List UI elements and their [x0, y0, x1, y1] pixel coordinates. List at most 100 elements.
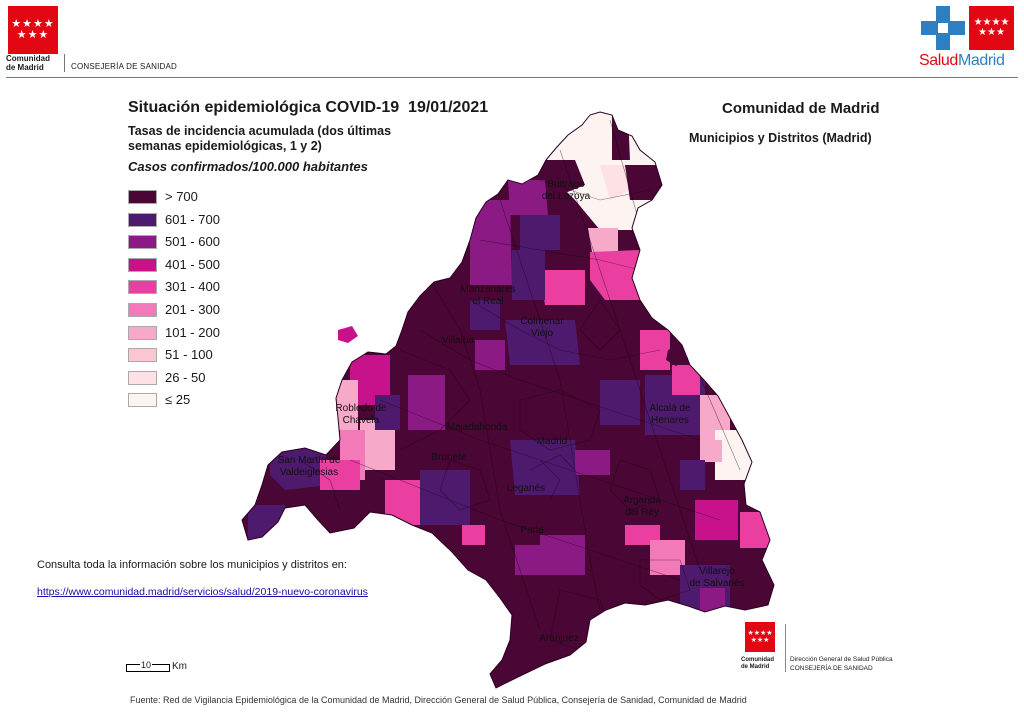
place-label: Manzanares el Real [460, 284, 515, 307]
region-robledo-pink [360, 420, 395, 470]
header-rule [6, 77, 1018, 78]
legend-swatch [128, 280, 157, 295]
region-sw-pink [385, 480, 425, 525]
region-purple-n [508, 180, 548, 215]
legend-swatch [128, 235, 157, 250]
region-smv [270, 448, 330, 490]
municipal-border [479, 239, 641, 271]
madrid-flag-icon: ★★★★ ★★★ [969, 6, 1014, 50]
footer-divider [785, 624, 786, 672]
municipal-border [299, 459, 341, 511]
region-parla-pink [462, 525, 485, 545]
region-title: Comunidad de Madrid [722, 100, 880, 117]
legend-label: 401 - 500 [165, 256, 220, 272]
region-west-light [335, 380, 358, 430]
scale-value: 10 [140, 660, 153, 670]
municipal-border [469, 299, 661, 361]
legend-item: 401 - 500 [128, 257, 220, 280]
municipal-border [519, 389, 601, 451]
legend-label: 101 - 200 [165, 324, 220, 340]
legend-swatch [128, 212, 157, 227]
place-label: Buitrago del Lozoya [542, 179, 591, 202]
place-label: Alcalá de Henares [649, 403, 691, 426]
place-label: Majadahonda [447, 422, 508, 433]
region-robledo-v [375, 395, 400, 430]
legend-label: > 700 [165, 189, 198, 204]
footer-logo: ★★★★ ★★★ [745, 622, 775, 652]
footer-directorate: Dirección General de Salud Pública CONSE… [790, 655, 893, 673]
municipal-border [419, 329, 701, 441]
legend-item: ≤ 25 [128, 392, 220, 415]
region-east-violet [680, 460, 705, 490]
municipal-border [639, 559, 691, 601]
place-label: Aranjuez [539, 633, 578, 644]
region-smv-pink [320, 460, 360, 490]
info-link[interactable]: https://www.comunidad.madrid/servicios/s… [37, 586, 368, 598]
legend-label: 301 - 400 [165, 279, 220, 295]
municipal-border [399, 349, 471, 451]
region-ne-dark [625, 165, 662, 200]
map-units: Casos confirmados/100.000 habitantes [128, 159, 368, 174]
municipal-border [429, 279, 541, 631]
legend-swatch [128, 393, 157, 408]
legend-swatch [128, 370, 157, 385]
map-subtitle: Tasas de incidencia acumulada (dos últim… [128, 124, 392, 153]
place-label: Robledo de Chavela [335, 403, 387, 426]
municipal-border [349, 459, 681, 581]
enclave-west [338, 326, 358, 343]
footer-logo-stars: ★★★★ ★★★ [747, 630, 773, 644]
region-centre-w [408, 375, 445, 430]
legend-label: 51 - 100 [165, 347, 213, 363]
source-note: Fuente: Red de Vigilancia Epidemiológica… [130, 695, 747, 705]
region-buitrago [540, 160, 585, 195]
region-madrid-ne [600, 380, 640, 425]
region-se-pink [695, 500, 738, 540]
municipal-border [579, 299, 621, 351]
legend-label: ≤ 25 [165, 392, 191, 408]
place-label: Brunete [431, 452, 466, 463]
map-title: Situación epidemiológica COVID-19 19/01/… [128, 99, 489, 116]
legend-item: 51 - 100 [128, 347, 220, 370]
brand-left: Salud [919, 52, 958, 69]
municipal-border [529, 454, 576, 501]
comunidad-madrid-logo: ★★★★ ★★★ [8, 6, 58, 54]
region-villalba-p [475, 340, 505, 370]
region-se-pink-b [740, 512, 770, 548]
region-violet-a [512, 250, 545, 300]
department-label: CONSEJERÍA DE SANIDAD [71, 62, 178, 71]
org-name-line1: Comunidad [6, 54, 50, 63]
region-east-pink-b [672, 365, 700, 395]
legend-swatch [128, 190, 157, 204]
municipal-border [609, 459, 661, 511]
region-north-b [600, 165, 630, 200]
place-label: Madrid [537, 436, 568, 447]
region-violet-c [470, 300, 500, 330]
region-madrid-e [575, 450, 610, 475]
info-text: Consulta toda la información sobre los m… [37, 559, 347, 571]
legend-swatch [128, 257, 157, 272]
org-name-line2: de Madrid [6, 63, 44, 72]
legend-swatch [128, 348, 157, 363]
place-label: San Martín de Valdeiglesias [278, 455, 341, 478]
legend-swatch [128, 325, 157, 340]
municipal-border [499, 199, 601, 611]
region-east-light-b [700, 440, 722, 462]
region-subtitle: Municipios y Distritos (Madrid) [689, 131, 872, 145]
legend-item: > 700 [128, 189, 220, 212]
region-sw-violet [248, 505, 285, 540]
region-arganda-light [650, 540, 685, 575]
region-west-pink [350, 355, 390, 405]
map-legend: > 700 601 - 700 501 - 600 401 - 500 301 - 40… [128, 189, 220, 415]
legend-label: 26 - 50 [165, 369, 206, 385]
footer-directorate-name: Dirección General de Salud Pública [790, 656, 893, 663]
legend-label: 201 - 300 [165, 301, 220, 317]
region-pink-b [590, 250, 640, 300]
region-violet-b [520, 215, 560, 250]
header-divider [64, 54, 65, 72]
footer-org-name: Comunidad de Madrid [741, 657, 774, 670]
salud-madrid-brand: SaludMadrid [919, 52, 1005, 70]
legend-swatch [128, 302, 157, 317]
region-pink-c [540, 270, 585, 305]
region-sw-violet-b [420, 470, 470, 525]
region-south-purple-b [515, 545, 550, 575]
